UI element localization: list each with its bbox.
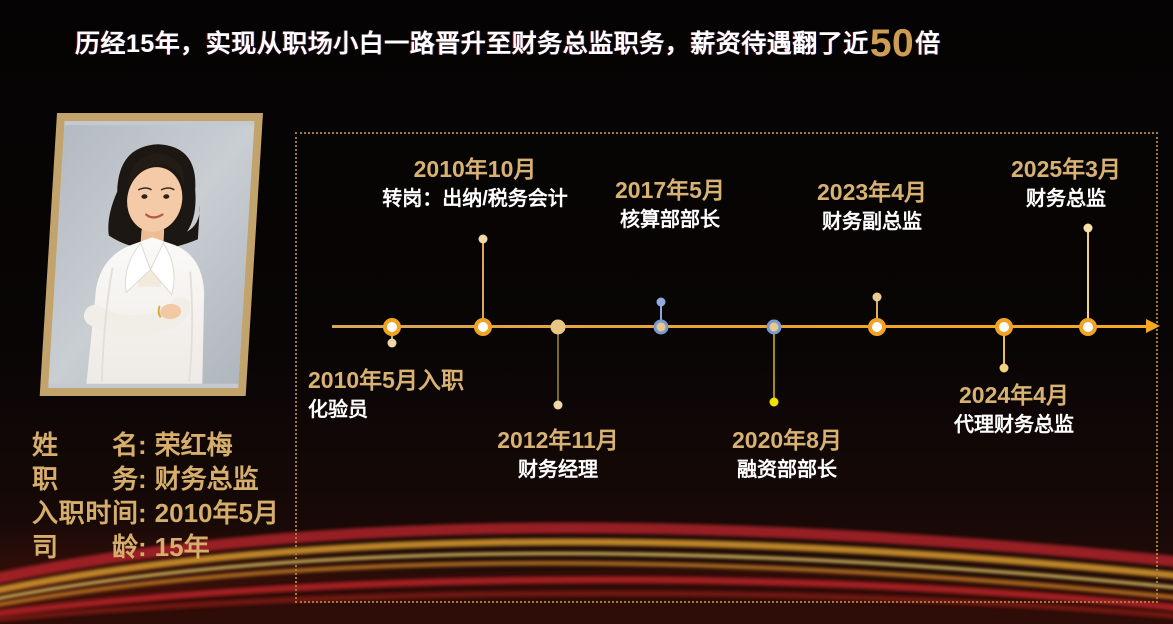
portrait-illustration [48,125,255,384]
timeline-event-label: 2025年3月财务总监 [936,155,1173,211]
timeline-axis [332,325,1148,328]
event-date: 2010年5月入职 [308,367,464,393]
info-label: 入职时间 [32,498,138,528]
event-node-marker [766,319,782,335]
info-label: 职务 [32,464,138,494]
info-row-position: 职务: 财务总监 [32,462,279,496]
event-date: 2024年4月 [959,382,1069,408]
info-value: 财务总监 [154,464,259,494]
event-desc: 核算部部长 [620,209,720,231]
event-date: 2023年4月 [817,179,927,205]
slide-title: 历经15年，实现从职场小白一路晋升至财务总监职务，薪资待遇翻了近50倍 [75,22,941,66]
event-stem [1087,228,1089,327]
event-date: 2020年8月 [732,427,842,453]
event-desc: 财务总监 [1026,188,1106,210]
event-node-marker [1079,318,1097,336]
timeline-arrow-icon [1146,319,1160,333]
event-stem [1003,327,1005,368]
event-stem [557,327,559,405]
event-desc: 财务副总监 [822,211,922,233]
info-separator: : [138,532,147,562]
event-node-marker [653,319,669,335]
timeline-event-label: 2020年8月融资部部长 [657,426,917,482]
background-light-ribbons [0,522,1173,624]
event-date: 2012年11月 [497,427,619,453]
event-dot [553,400,563,410]
event-node-marker [550,319,566,335]
event-dot [656,297,666,307]
title-prefix: 历经15年，实现从职场小白一路晋升至财务总监职务，薪资待遇翻了近 [75,30,869,58]
portrait-photo [48,121,255,388]
timeline-event-label: 2012年11月财务经理 [428,426,688,482]
event-dot [387,338,397,348]
event-date: 2017年5月 [615,177,725,203]
event-stem [660,302,662,327]
timeline-panel [295,132,1158,603]
event-date: 2010年10月 [413,156,537,182]
event-dot [1083,223,1093,233]
info-row-tenure: 司龄: 15年 [32,530,279,564]
info-label: 司龄 [32,532,138,562]
info-value: 荣红梅 [154,430,233,460]
info-separator: : [138,464,147,494]
event-stem [482,239,484,327]
title-suffix: 倍 [915,30,941,58]
event-stem [876,297,878,327]
event-date: 2025年3月 [1011,156,1121,182]
profile-info: 姓名: 荣红梅 职务: 财务总监 入职时间: 2010年5月 司龄: 15年 [32,428,279,564]
event-desc: 转岗：出纳/税务会计 [382,188,568,210]
event-desc: 融资部部长 [737,459,837,481]
event-desc: 财务经理 [518,459,598,481]
event-dot [478,234,488,244]
event-node-marker [474,318,492,336]
photo-frame [39,113,263,396]
timeline-event-label: 2017年5月核算部部长 [540,176,800,232]
info-separator: : [138,430,147,460]
title-highlight-50: 50 [869,22,915,65]
event-dot [769,397,779,407]
event-node-marker [995,318,1013,336]
info-separator: : [138,498,147,528]
info-value: 15年 [154,532,210,562]
event-node-marker [383,318,401,336]
info-row-name: 姓名: 荣红梅 [32,428,279,462]
timeline-event-label: 2010年5月入职化验员 [308,366,528,422]
timeline-event-label: 2023年4月财务副总监 [742,178,1002,234]
info-value: 2010年5月 [154,498,279,528]
timeline-event-label: 2024年4月代理财务总监 [884,381,1144,437]
event-dot [872,292,882,302]
event-stem [773,327,775,402]
info-label: 姓名 [32,430,138,460]
event-node-marker [868,318,886,336]
event-desc: 代理财务总监 [954,414,1074,436]
event-dot [999,363,1009,373]
timeline-event-label: 2010年10月转岗：出纳/税务会计 [345,155,605,211]
info-row-hire-date: 入职时间: 2010年5月 [32,496,279,530]
event-desc: 化验员 [308,399,368,421]
